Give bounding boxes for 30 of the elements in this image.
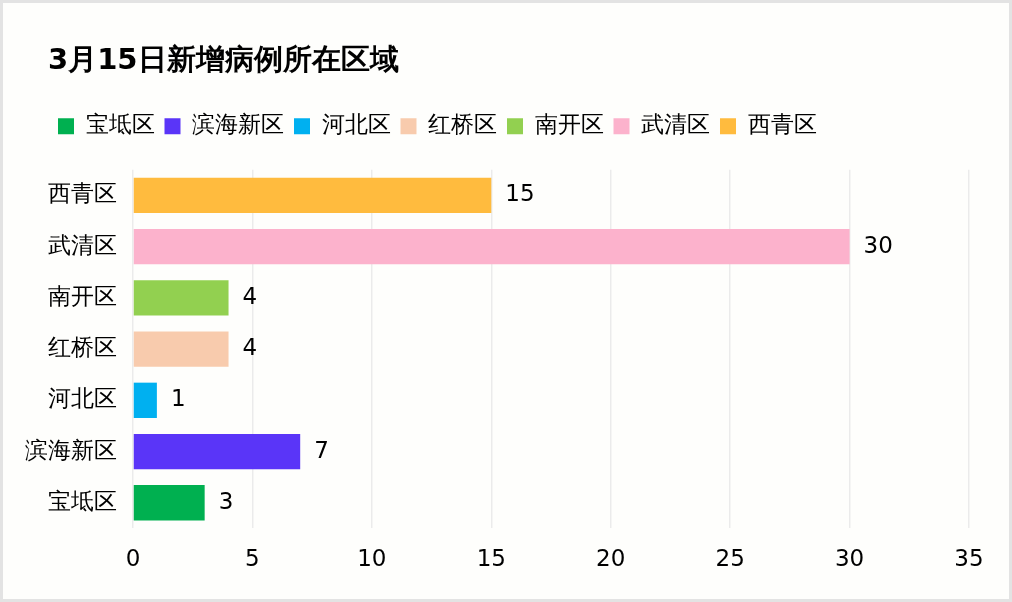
legend-label: 宝坻区 [85, 111, 155, 138]
x-tick-label: 30 [834, 545, 865, 572]
legend-label: 红桥区 [428, 111, 497, 138]
y-tick-label: 西青区 [48, 180, 117, 207]
x-tick-label: 35 [954, 545, 984, 572]
y-tick-label: 南开区 [48, 282, 117, 309]
data-label: 4 [242, 334, 258, 361]
legend-label: 河北区 [321, 111, 391, 138]
y-tick-label: 红桥区 [48, 334, 117, 361]
data-label: 4 [242, 282, 258, 309]
x-tick-label: 20 [596, 545, 626, 572]
legend-label: 南开区 [534, 111, 604, 138]
y-tick-label: 宝坻区 [48, 487, 117, 514]
data-label: 30 [863, 231, 893, 258]
y-tick-label: 河北区 [48, 385, 117, 412]
x-tick-label: 10 [357, 545, 387, 572]
legend-label: 西青区 [747, 111, 817, 138]
x-tick-label: 5 [245, 545, 260, 572]
data-label: 1 [170, 385, 186, 412]
legend-label: 武清区 [641, 111, 710, 138]
y-tick-label: 武清区 [48, 231, 117, 258]
legend-label: 滨海新区 [192, 111, 284, 138]
y-tick-label: 滨海新区 [25, 436, 117, 463]
x-tick-label: 0 [125, 545, 141, 572]
data-label: 3 [218, 487, 234, 514]
x-tick-label: 15 [476, 545, 506, 572]
data-label: 7 [314, 436, 329, 463]
x-tick-label: 25 [715, 545, 745, 572]
chart-title: 3月15日新增病例所在区域 [48, 41, 399, 76]
data-label: 15 [505, 180, 535, 207]
